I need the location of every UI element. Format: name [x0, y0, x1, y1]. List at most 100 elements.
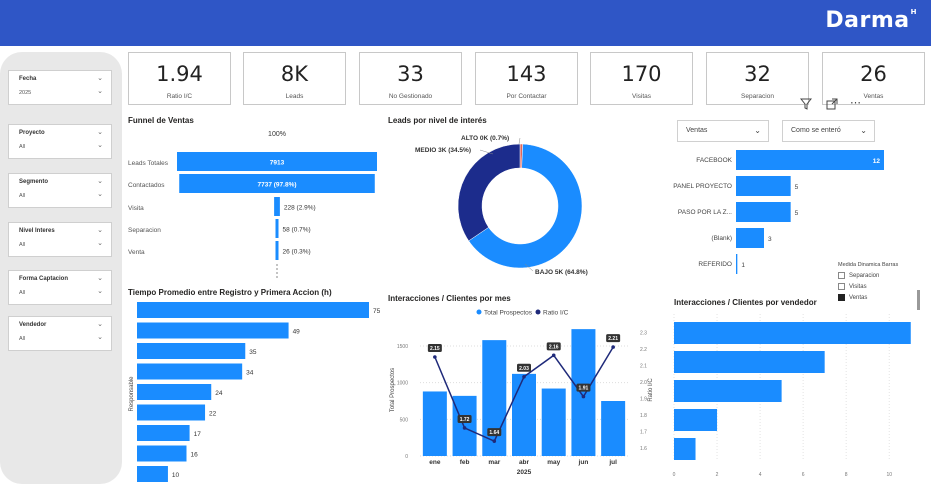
origin-bar-label[interactable]: 1: [741, 262, 745, 269]
chevron-down-icon[interactable]: ⌄: [97, 88, 103, 95]
month-bar[interactable]: [422, 391, 447, 456]
x-tick: jul: [608, 459, 617, 466]
slicer-forma-captacion[interactable]: Forma Captacion All ⌄ ⌄: [8, 270, 112, 305]
funnel-bar[interactable]: [274, 197, 280, 216]
origin-bar[interactable]: [736, 228, 764, 248]
ratio-point: [492, 439, 497, 443]
combo-chart[interactable]: Total Prospectos Ratio I/C 1500 1000 500 0 2.3…: [384, 302, 656, 484]
chevron-down-icon[interactable]: ⌄: [97, 288, 103, 295]
time-bar[interactable]: [137, 466, 168, 482]
timebars-title: Tiempo Promedio entre Registro y Primera…: [128, 288, 332, 297]
chevron-down-icon[interactable]: ⌄: [97, 142, 103, 149]
chevron-down-icon[interactable]: ⌄: [97, 275, 103, 282]
funnel-chart[interactable]: 100% Leads Totales 7913 Contactados 7737 (97…: [125, 124, 385, 284]
time-bar-label[interactable]: 35: [249, 349, 257, 356]
x-tick: 10: [886, 472, 892, 478]
source-dropdown[interactable]: Como se enteró ⌄: [782, 120, 875, 142]
kpi-value: 1.94: [156, 62, 203, 86]
chevron-down-icon[interactable]: ⌄: [97, 240, 103, 247]
timebars-ylabel[interactable]: Responsable: [129, 376, 135, 412]
origin-bar-chart[interactable]: FACEBOOK 12 PANEL PROYECTO 5 PASO POR LA Z..…: [660, 146, 920, 276]
funnel-bar[interactable]: [179, 174, 375, 193]
ratio-label: 2.03: [519, 366, 529, 372]
filter-icon[interactable]: [799, 98, 813, 113]
focus-mode-icon[interactable]: [826, 98, 838, 113]
chevron-down-icon[interactable]: ⌄: [97, 334, 103, 341]
time-bar-label[interactable]: 49: [293, 329, 301, 336]
origin-bar-label[interactable]: 12: [873, 158, 881, 165]
month-bar[interactable]: [512, 373, 536, 456]
legend-item-ventas[interactable]: Ventas: [838, 294, 928, 301]
time-bar[interactable]: [137, 322, 289, 339]
time-bar-label[interactable]: 75: [373, 308, 381, 315]
legend-marker: [535, 309, 541, 315]
measure-dropdown[interactable]: Ventas ⌄: [677, 120, 769, 142]
month-bar[interactable]: [452, 395, 477, 456]
kpi-value: 32: [744, 62, 771, 86]
origin-bar-label[interactable]: 3: [768, 236, 772, 243]
seller-bar[interactable]: [674, 380, 782, 402]
time-bar-label[interactable]: 10: [172, 472, 180, 479]
slicer-value: All: [19, 290, 26, 296]
time-bar-label[interactable]: 22: [209, 411, 217, 418]
legend-item-separacion[interactable]: Separacion: [838, 272, 928, 279]
origin-bar[interactable]: [736, 176, 791, 196]
chevron-down-icon[interactable]: ⌄: [97, 191, 103, 198]
more-options-icon[interactable]: ⋯: [850, 97, 862, 109]
month-bar[interactable]: [601, 401, 626, 456]
time-bar[interactable]: [137, 445, 187, 462]
time-bar-label[interactable]: 34: [246, 370, 254, 377]
slicer-fecha[interactable]: Fecha 2025 ⌄ ⌄: [8, 70, 112, 105]
kpi-card-por-contactar: 143 Por Contactar: [475, 52, 578, 105]
origin-bar[interactable]: [736, 254, 738, 274]
funnel-bar-label[interactable]: 58 (0.7%): [283, 227, 311, 234]
time-bar[interactable]: [137, 302, 369, 318]
time-bar[interactable]: [137, 343, 246, 359]
funnel-bar-label[interactable]: 26 (0.3%): [283, 249, 311, 256]
combo-xlabel: 2025: [517, 469, 532, 476]
funnel-bar-label[interactable]: 7913: [270, 160, 285, 167]
funnel-bar[interactable]: [275, 219, 279, 238]
chevron-down-icon[interactable]: ⌄: [97, 227, 103, 234]
chevron-down-icon[interactable]: ⌄: [97, 178, 103, 185]
funnel-bar-label[interactable]: 228 (2.9%): [284, 205, 316, 212]
origin-bar[interactable]: [736, 150, 884, 170]
donut-chart[interactable]: ALTO 0K (0.7%) MEDIO 3K (34.5%) BAJO 5K (6…: [385, 124, 645, 284]
slicer-segmento[interactable]: Segmento All ⌄ ⌄: [8, 173, 112, 208]
funnel-bar[interactable]: [275, 241, 279, 260]
origin-bar-label[interactable]: 5: [795, 184, 799, 191]
origin-bar[interactable]: [736, 202, 791, 222]
chevron-down-icon: ⌄: [754, 126, 761, 135]
time-bar-label[interactable]: 17: [194, 431, 202, 438]
time-bar-label[interactable]: 16: [190, 452, 198, 459]
chevron-down-icon[interactable]: ⌄: [97, 75, 103, 82]
funnel-stage-label: Leads Totales: [128, 160, 169, 167]
seller-bar[interactable]: [674, 351, 825, 373]
seller-bar[interactable]: [674, 409, 718, 431]
funnel-bar[interactable]: [177, 152, 377, 171]
time-bar[interactable]: [137, 384, 212, 400]
chevron-down-icon[interactable]: ⌄: [97, 129, 103, 136]
legend-scrollbar[interactable]: [917, 290, 920, 310]
slicer-proyecto[interactable]: Proyecto All ⌄ ⌄: [8, 124, 112, 159]
origin-bar-label[interactable]: 5: [795, 210, 799, 217]
chevron-down-icon[interactable]: ⌄: [97, 321, 103, 328]
seller-bar[interactable]: [674, 438, 696, 460]
time-bar[interactable]: [137, 425, 190, 441]
x-tick: abr: [519, 459, 530, 466]
time-bar[interactable]: [137, 404, 206, 421]
ratio-point: [522, 375, 526, 379]
funnel-bar-label[interactable]: 7737 (97.8%): [257, 182, 296, 189]
month-bar[interactable]: [571, 329, 596, 456]
slicer-nivel-interes[interactable]: Nivel Interes All ⌄ ⌄: [8, 222, 112, 257]
seller-chart[interactable]: 0 2 4 6 8 10: [664, 306, 926, 484]
month-bar[interactable]: [482, 340, 507, 456]
seller-bar[interactable]: [674, 322, 911, 344]
slicer-vendedor[interactable]: Vendedor All ⌄ ⌄: [8, 316, 112, 351]
timebars-chart[interactable]: Responsable 75 49 35 34 24 22 17 16 10: [125, 296, 385, 484]
legend-item-visitas[interactable]: Visitas: [838, 283, 928, 290]
time-bar[interactable]: [137, 363, 243, 380]
month-bar[interactable]: [541, 388, 566, 456]
time-bar-label[interactable]: 24: [215, 390, 223, 397]
funnel-stage-label: Contactados: [128, 182, 165, 189]
